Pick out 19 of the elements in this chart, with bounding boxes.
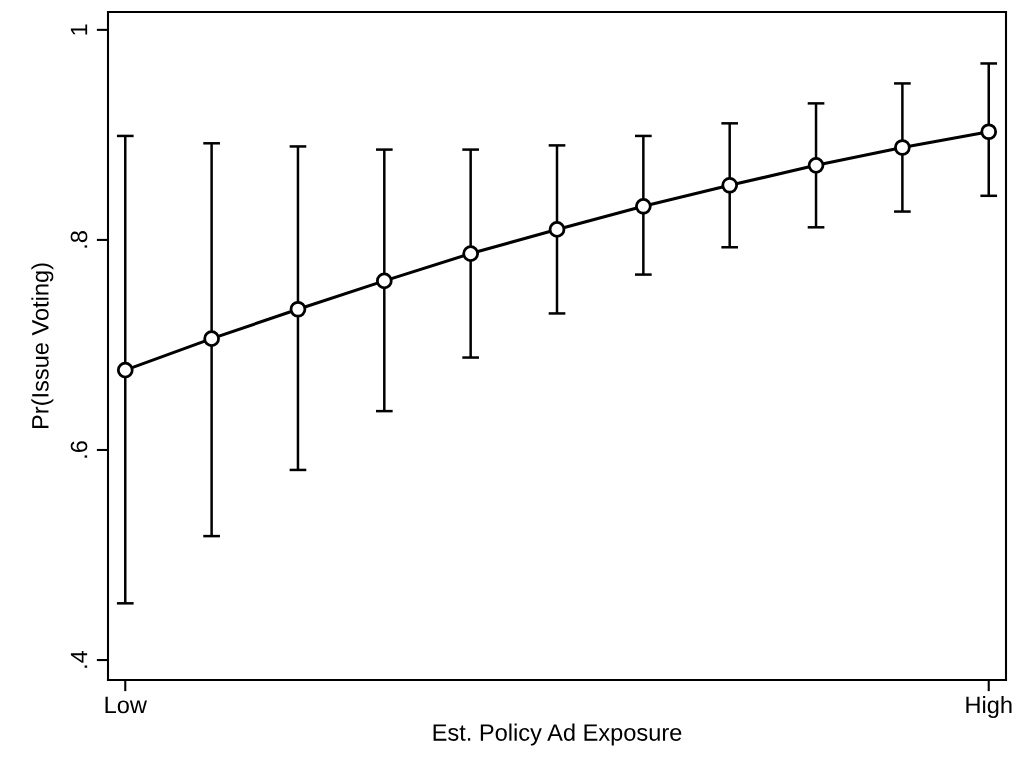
x-tick-label: High xyxy=(966,695,1012,718)
y-tick-label: 1 xyxy=(70,24,88,35)
point xyxy=(375,272,393,290)
point xyxy=(116,361,134,379)
point xyxy=(635,197,652,215)
x-axis-title: Est. Policy Ad Exposure xyxy=(433,723,682,746)
point xyxy=(980,123,998,141)
point xyxy=(548,221,566,238)
x-tick-label: Low xyxy=(105,696,147,714)
point xyxy=(289,300,307,318)
point xyxy=(894,139,911,156)
y-tick-label: .6 xyxy=(70,441,88,458)
point xyxy=(807,157,825,174)
y-axis-title: Pr(Issue Voting) xyxy=(31,263,54,429)
y-tick-label: .8 xyxy=(70,231,88,248)
point xyxy=(203,330,220,347)
point xyxy=(462,245,479,262)
point xyxy=(721,176,739,194)
y-tick-label: .4 xyxy=(70,650,88,668)
